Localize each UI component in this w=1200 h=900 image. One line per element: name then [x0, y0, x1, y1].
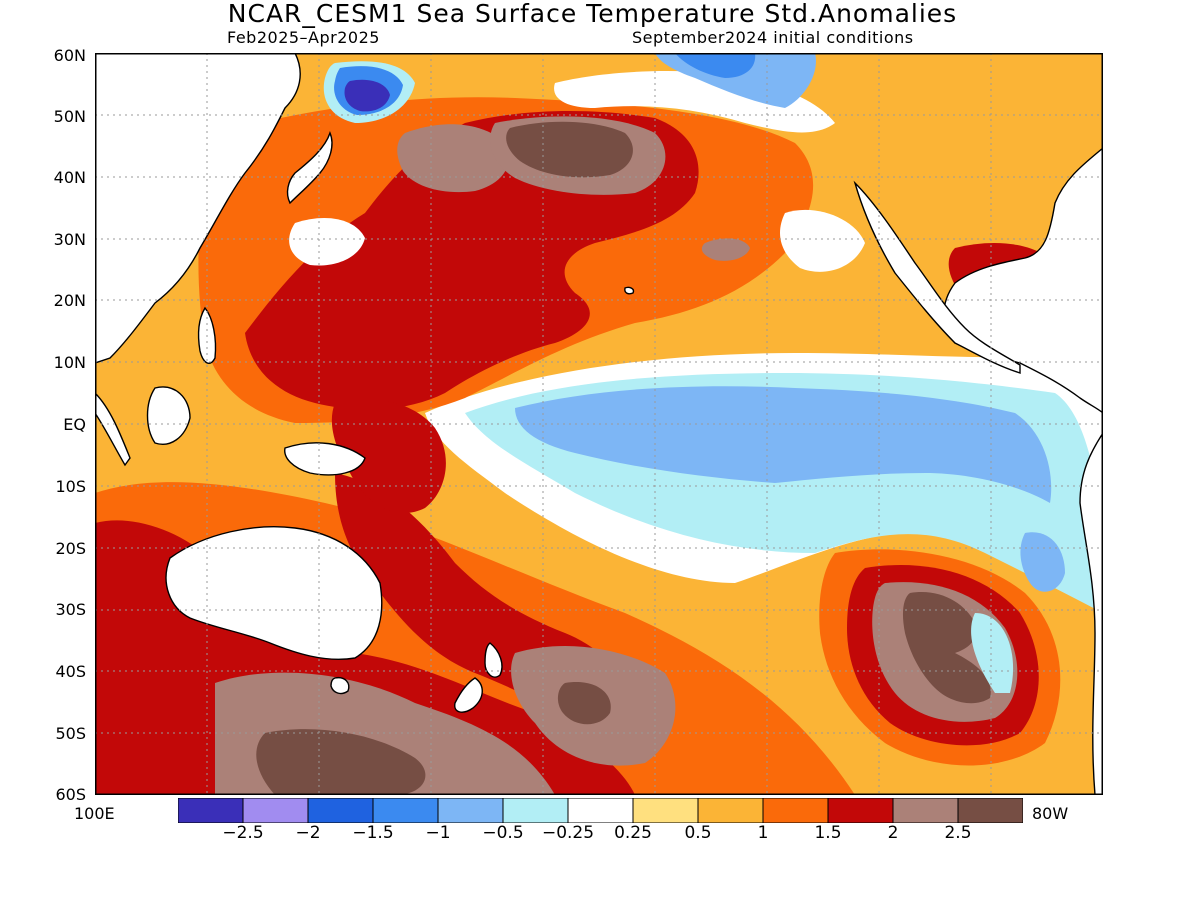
anomaly-red-extension	[331, 399, 446, 514]
lat-label-40n: 40N	[53, 168, 86, 187]
anomaly-southern-brown	[256, 729, 426, 795]
land-australia	[165, 526, 383, 661]
anomaly-north-pacific-brown	[506, 121, 633, 178]
colorbar-label: −0.5	[482, 823, 524, 843]
lat-label-20s: 20S	[55, 539, 86, 558]
land-central-america	[853, 180, 1021, 374]
anomaly-kuroshio-tan	[397, 124, 509, 193]
colorbar-swatch-11	[892, 798, 959, 823]
lon-label-80w: 80W	[1032, 804, 1069, 823]
chart-title: NCAR_CESM1 Sea Surface Temperature Std.A…	[227, 0, 958, 28]
colorbar-swatch-4	[437, 798, 504, 823]
colorbar-swatch-0	[178, 798, 244, 823]
colorbar-label: −2.5	[222, 823, 264, 843]
lat-label-30s: 30S	[55, 600, 86, 619]
map-frame	[95, 53, 1103, 795]
colorbar-label: 1.5	[814, 823, 842, 843]
anomaly-peru-blue	[1020, 532, 1065, 592]
lat-label-60s: 60S	[55, 785, 86, 804]
initial-conditions-label: September2024 initial conditions	[632, 28, 914, 47]
colorbar-swatch-3	[372, 798, 439, 823]
land-hawaii	[624, 286, 635, 295]
colorbar	[178, 798, 1023, 823]
land-south-america	[1079, 431, 1103, 795]
lat-label-eq: EQ	[63, 415, 86, 434]
lon-label-100e: 100E	[74, 804, 115, 823]
colorbar-swatch-1	[242, 798, 309, 823]
anomaly-hawaii-tan	[701, 238, 750, 261]
colorbar-swatch-9	[762, 798, 829, 823]
anomaly-bering-dark-blue	[675, 53, 756, 78]
lat-label-60n: 60N	[53, 46, 86, 65]
lat-label-10n: 10N	[53, 353, 86, 372]
lat-label-20n: 20N	[53, 291, 86, 310]
colorbar-labels: −2.5 −2 −1.5 −1 −0.5 −0.25 0.25 0.5 1 1.5 2 2.5	[178, 823, 1023, 843]
land-masses	[95, 53, 1103, 795]
sst-anomaly-map	[95, 53, 1103, 795]
colorbar-swatch-7	[632, 798, 699, 823]
valid-period: Feb2025–Apr2025	[227, 28, 380, 47]
land-new-zealand-north	[484, 642, 503, 678]
land-new-zealand-south	[454, 677, 483, 713]
colorbar-label: 0.5	[684, 823, 712, 843]
anomaly-southern-brown-2	[557, 682, 611, 725]
colorbar-swatch-6	[567, 798, 634, 823]
land-borneo	[146, 386, 191, 445]
colorbar-label: −1.5	[352, 823, 394, 843]
colorbar-label: 2.5	[944, 823, 972, 843]
anomaly-north-white-2	[780, 209, 865, 272]
land-new-guinea	[284, 442, 366, 476]
anomaly-equatorial-blue	[515, 386, 1052, 503]
land-japan	[286, 131, 333, 205]
colorbar-label: 0.25	[614, 823, 652, 843]
anomaly-se-pacific-brown	[902, 592, 991, 704]
colorbar-swatch-12	[957, 798, 1023, 823]
colorbar-swatch-2	[307, 798, 374, 823]
lat-label-50n: 50N	[53, 107, 86, 126]
colorbar-swatch-5	[502, 798, 569, 823]
land-asia	[95, 53, 301, 364]
lat-label-40s: 40S	[55, 662, 86, 681]
land-tasmania	[330, 676, 350, 695]
colorbar-label: −2	[295, 823, 321, 843]
colorbar-label: −1	[425, 823, 451, 843]
anomaly-equatorial-cyan-2	[971, 613, 1014, 693]
map-grid	[95, 53, 1103, 795]
anomaly-okhotsk-dark-blue	[344, 79, 390, 112]
lat-label-10s: 10S	[55, 477, 86, 496]
colorbar-label: 1	[757, 823, 769, 843]
colorbar-swatch-8	[697, 798, 764, 823]
lat-label-30n: 30N	[53, 230, 86, 249]
anomaly-japan-white	[289, 218, 365, 266]
colorbar-swatch-10	[827, 798, 894, 823]
lat-label-50s: 50S	[55, 724, 86, 743]
colorbar-label: −0.25	[541, 823, 595, 843]
colorbar-label: 2	[887, 823, 899, 843]
